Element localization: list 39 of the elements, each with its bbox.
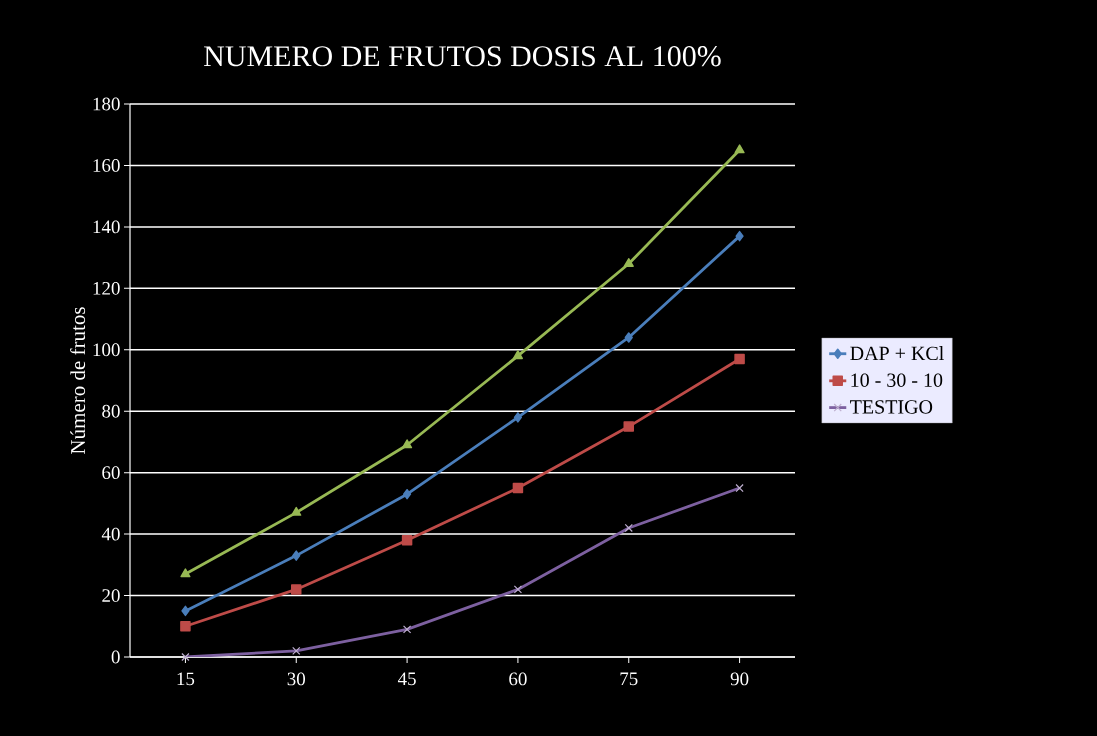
point — [180, 621, 191, 632]
legend-label: 10 - 30 - 10 — [851, 373, 943, 387]
y-tick-label: 0 — [111, 650, 120, 664]
x-tick-label: 30 — [287, 672, 306, 686]
point — [513, 412, 523, 423]
point — [623, 258, 634, 267]
x-tick-label: 90 — [730, 672, 749, 686]
point — [180, 568, 191, 578]
legend-label: TESTIGO — [850, 400, 933, 414]
point — [402, 439, 413, 449]
y-tick-label: 60 — [102, 466, 120, 480]
x-tick-label: 60 — [509, 672, 527, 686]
x-tick-label: 45 — [397, 672, 416, 686]
point — [292, 550, 301, 561]
y-tick-label: 120 — [93, 281, 120, 295]
chart-title: NUMERO DE FRUTOS DOSIS AL 100% — [204, 46, 721, 67]
y-tick-label: 20 — [102, 589, 120, 602]
point — [512, 482, 524, 494]
y-tick-label: 100 — [93, 343, 120, 357]
point — [181, 605, 190, 617]
point — [734, 353, 745, 365]
point — [291, 584, 302, 595]
point — [624, 332, 633, 343]
y-tick-label: 140 — [93, 220, 120, 234]
x-tick-label: 75 — [620, 672, 638, 686]
point — [512, 350, 523, 360]
y-tick-label: 160 — [93, 159, 120, 172]
point — [735, 230, 744, 242]
point — [734, 144, 745, 154]
y-axis-title: Número de frutos — [70, 307, 86, 454]
x-tick-label: 15 — [177, 672, 195, 686]
y-tick-label: 80 — [102, 404, 120, 418]
legend-label: DAP + KCl — [850, 346, 944, 361]
point — [402, 488, 412, 500]
y-tick-label: 180 — [93, 97, 120, 111]
point — [623, 421, 634, 432]
y-tick-label: 40 — [101, 527, 120, 541]
point — [401, 535, 413, 546]
point — [291, 506, 302, 516]
